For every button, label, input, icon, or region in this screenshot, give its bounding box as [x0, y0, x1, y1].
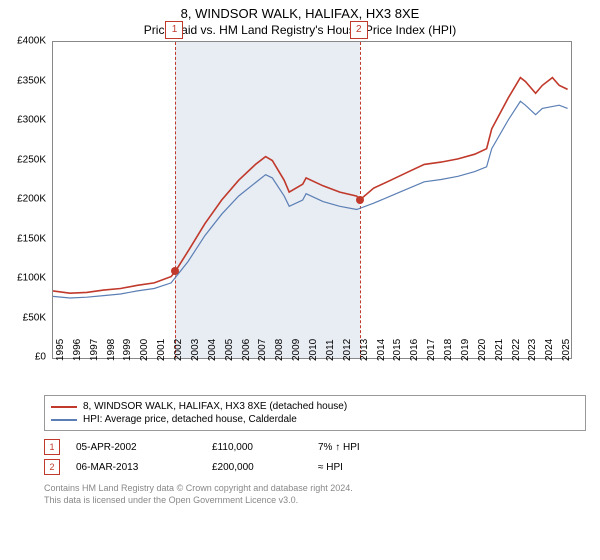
x-axis: 1995199619971998199920002001200220032004… — [52, 359, 570, 393]
sale-price: £200,000 — [212, 462, 302, 473]
footnote-line: This data is licensed under the Open Gov… — [44, 495, 586, 507]
y-tick-label: £50K — [23, 312, 46, 323]
chart-subtitle: Price paid vs. HM Land Registry's House … — [0, 21, 600, 41]
sale-price: £110,000 — [212, 442, 302, 453]
y-tick-label: £0 — [35, 352, 46, 363]
sale-row-marker: 1 — [44, 439, 60, 455]
y-tick-label: £200K — [17, 194, 46, 205]
legend-label: HPI: Average price, detached house, Cald… — [83, 414, 297, 425]
y-tick-label: £100K — [17, 273, 46, 284]
plot-region — [52, 41, 572, 359]
legend-entry: HPI: Average price, detached house, Cald… — [51, 413, 579, 426]
line-layer — [53, 42, 571, 358]
sale-hpi: ≈ HPI — [318, 462, 408, 473]
y-tick-label: £250K — [17, 154, 46, 165]
chart-title: 8, WINDSOR WALK, HALIFAX, HX3 8XE — [0, 0, 600, 21]
sale-row: 2 06-MAR-2013 £200,000 ≈ HPI — [44, 457, 586, 477]
y-tick-label: £150K — [17, 233, 46, 244]
sale-point — [356, 196, 364, 204]
sale-marker-1: 1 — [165, 21, 183, 39]
y-tick-label: £300K — [17, 115, 46, 126]
legend-label: 8, WINDSOR WALK, HALIFAX, HX3 8XE (detac… — [83, 401, 347, 412]
sale-row: 1 05-APR-2002 £110,000 7% ↑ HPI — [44, 437, 586, 457]
chart-area: £0£50K£100K£150K£200K£250K£300K£350K£400… — [36, 41, 596, 391]
legend-swatch — [51, 419, 77, 421]
series-line — [53, 78, 568, 294]
sale-point — [171, 267, 179, 275]
footnote: Contains HM Land Registry data © Crown c… — [44, 483, 586, 506]
y-tick-label: £350K — [17, 75, 46, 86]
legend-entry: 8, WINDSOR WALK, HALIFAX, HX3 8XE (detac… — [51, 400, 579, 413]
sale-marker-2: 2 — [350, 21, 368, 39]
legend: 8, WINDSOR WALK, HALIFAX, HX3 8XE (detac… — [44, 395, 586, 431]
sale-hpi: 7% ↑ HPI — [318, 442, 408, 453]
sale-row-marker: 2 — [44, 459, 60, 475]
legend-swatch — [51, 406, 77, 408]
footnote-line: Contains HM Land Registry data © Crown c… — [44, 483, 586, 495]
y-axis: £0£50K£100K£150K£200K£250K£300K£350K£400… — [0, 41, 50, 357]
sale-date: 06-MAR-2013 — [76, 462, 196, 473]
y-tick-label: £400K — [17, 36, 46, 47]
sale-date: 05-APR-2002 — [76, 442, 196, 453]
sales-table: 1 05-APR-2002 £110,000 7% ↑ HPI 2 06-MAR-2013… — [44, 437, 586, 477]
